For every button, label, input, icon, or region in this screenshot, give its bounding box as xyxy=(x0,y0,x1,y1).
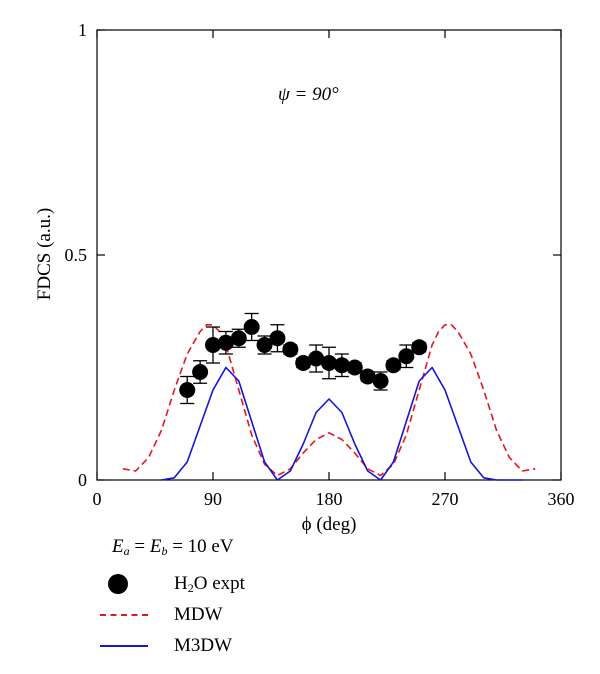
psi-annotation: ψ = 90° xyxy=(278,84,339,105)
h2o-expt-point xyxy=(385,357,402,374)
x-tick-label: 180 xyxy=(316,489,343,509)
m3dw-series-line xyxy=(161,366,523,481)
h2o-expt-point xyxy=(295,355,312,371)
y-tick-label: 1 xyxy=(78,20,87,40)
x-axis-label: ϕ (deg) xyxy=(302,514,357,535)
h2o-expt-point xyxy=(205,337,221,353)
x-tick-label: 0 xyxy=(93,489,102,509)
h2o-expt-point xyxy=(230,330,247,347)
x-tick-label: 270 xyxy=(432,489,459,509)
h2o-expt-point xyxy=(282,341,299,358)
x-tick-label: 90 xyxy=(204,489,222,509)
h2o-expt-point xyxy=(359,368,376,385)
y-tick-label: 0 xyxy=(78,470,87,490)
h2o-expt-point xyxy=(308,350,325,367)
h2o-expt-point xyxy=(372,373,389,389)
h2o-expt-point xyxy=(179,382,196,398)
h2o-expt-point xyxy=(321,355,337,371)
h2o-expt-point xyxy=(411,339,428,356)
h2o-expt-point xyxy=(217,334,234,351)
h2o-expt-point xyxy=(269,330,286,347)
h2o-expt-point xyxy=(333,357,350,374)
h2o-expt-point xyxy=(192,364,209,380)
y-axis-label: FDCS (a.u.) xyxy=(34,208,55,300)
h2o-expt-point xyxy=(243,319,260,335)
h2o-expt-point xyxy=(398,348,415,365)
mdw-series-line xyxy=(122,323,536,477)
h2o-expt-point xyxy=(256,337,273,353)
x-tick-label: 360 xyxy=(548,489,575,509)
y-tick-label: 0.5 xyxy=(65,245,88,265)
h2o-expt-point xyxy=(346,359,363,376)
